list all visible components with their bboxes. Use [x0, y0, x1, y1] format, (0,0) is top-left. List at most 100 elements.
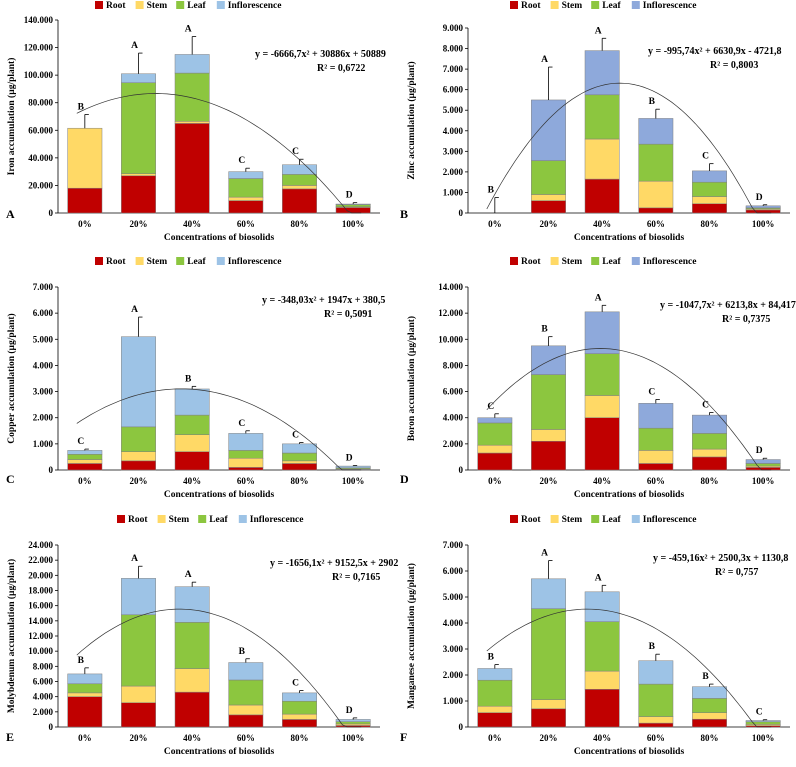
bar-segment-inflorescence [477, 668, 513, 681]
bar-segment-root [692, 718, 727, 728]
bar-segment-inflorescence [174, 388, 210, 416]
significance-letter: A [541, 549, 548, 559]
panel-label: E [6, 730, 14, 744]
bar-segment-inflorescence [584, 311, 620, 354]
x-tick-label: 60% [647, 219, 665, 229]
chart-panel-f: 0 1.000 2.000 3.000 4.000 5.000 6.000 7.000 B 0% A… [400, 515, 790, 757]
bar-segment-root [282, 719, 317, 728]
y-tick-label: 0 [459, 722, 464, 732]
significance-letter: A [131, 305, 138, 315]
y-tick-label: 12.000 [28, 631, 53, 641]
trend-equation: y = -6666,7x² + 30886x + 50889 [255, 49, 386, 60]
trend-equation: y = -348,03x² + 1947x + 380,5 [262, 295, 385, 306]
bar-segment-leaf [228, 450, 264, 459]
bar-segment-root [282, 463, 317, 471]
chart-panel-d: 0 2.000 4.000 6.000 8.000 10.000 12.000 14.000 C… [400, 257, 796, 500]
x-tick-label: 80% [291, 733, 309, 743]
x-tick-label: 100% [752, 733, 775, 743]
trend-line [76, 93, 362, 214]
legend-label-stem: Stem [562, 1, 583, 11]
legend-label-leaf: Leaf [602, 515, 621, 525]
bar-segment-inflorescence [584, 591, 620, 622]
bar-segment-stem [638, 450, 674, 464]
bar-segment-leaf [282, 174, 317, 186]
y-tick-label: 6.000 [443, 85, 464, 95]
legend-label-leaf: Leaf [187, 1, 206, 11]
significance-letter: A [595, 26, 602, 36]
trend-equation: y = -459,16x² + 2500,3x + 1130,8 [653, 553, 788, 564]
bar-segment-leaf [335, 204, 371, 208]
bar-segment-inflorescence [282, 692, 317, 702]
bar-segment-leaf [584, 94, 620, 140]
bar-segment-stem [228, 704, 264, 716]
y-tick-label: 120.000 [24, 43, 54, 53]
legend-swatch-inflorescence [631, 257, 640, 265]
bar-segment-inflorescence [282, 443, 317, 454]
bar-segment-root [584, 178, 620, 214]
legend-swatch-leaf [591, 515, 600, 523]
y-axis-title: Copper accumulation (µg/plant) [6, 313, 17, 443]
significance-letter: D [346, 191, 353, 201]
legend-label-stem: Stem [147, 1, 168, 11]
y-tick-label: 7.000 [33, 282, 54, 292]
legend-swatch-stem [550, 515, 559, 523]
y-tick-label: 60.000 [28, 125, 53, 135]
y-tick-label: 3.000 [33, 387, 54, 397]
bar-segment-root [531, 708, 566, 728]
legend-swatch-leaf [176, 257, 185, 265]
x-tick-label: 20% [540, 476, 558, 486]
r-squared: R² = 0,8003 [710, 60, 758, 71]
legend-label-leaf: Leaf [187, 257, 206, 267]
bar-segment-leaf [584, 353, 620, 396]
bar-segment-stem [584, 670, 620, 690]
y-tick-label: 10.000 [438, 334, 463, 344]
y-tick-label: 6.000 [443, 387, 464, 397]
bar-segment-leaf [745, 721, 781, 725]
x-tick-label: 0% [488, 733, 502, 743]
legend-swatch-stem [550, 257, 559, 265]
legend-label-root: Root [106, 257, 126, 267]
significance-letter: C [702, 152, 709, 162]
legend-swatch-root [95, 1, 103, 9]
bar-segment-root [477, 452, 513, 471]
y-tick-label: 6.000 [33, 677, 54, 687]
y-tick-label: 6.000 [33, 308, 54, 318]
y-tick-label: 0 [49, 722, 54, 732]
y-tick-label: 14.000 [438, 282, 463, 292]
legend-label-root: Root [106, 1, 126, 11]
bar-segment-inflorescence [67, 673, 103, 685]
x-tick-label: 100% [342, 219, 365, 229]
bar-segment-leaf [692, 698, 727, 713]
y-tick-label: 0 [459, 208, 464, 218]
bar-segment-leaf [584, 621, 620, 672]
legend-swatch-leaf [176, 1, 185, 9]
bar-segment-inflorescence [638, 118, 674, 145]
y-axis-title: Molybdenum accumulation (µg/plant) [6, 559, 17, 713]
x-tick-label: 60% [647, 476, 665, 486]
bar-segment-inflorescence [121, 578, 156, 616]
bar-segment-root [121, 460, 156, 471]
bar-segment-stem [584, 138, 620, 180]
legend-label-inflorescence: Inflorescence [643, 1, 697, 11]
x-tick-label: 20% [540, 733, 558, 743]
trend-equation: y = -995,74x² + 6630,9x - 4721,8 [648, 46, 782, 57]
bar-segment-stem [692, 448, 727, 458]
legend-label-inflorescence: Inflorescence [228, 257, 282, 267]
significance-letter: D [756, 193, 763, 203]
bar-segment-stem [174, 121, 210, 124]
y-tick-label: 3.000 [443, 644, 464, 654]
y-tick-label: 1.000 [443, 696, 464, 706]
bar-segment-stem [174, 434, 210, 452]
bar-segment-leaf [531, 160, 566, 195]
bar-segment-inflorescence [584, 50, 620, 96]
trend-line [486, 82, 772, 214]
x-tick-label: 0% [78, 733, 92, 743]
bar-segment-root [584, 689, 620, 728]
significance-letter: B [541, 325, 548, 335]
y-tick-label: 10.000 [28, 646, 53, 656]
panel-label: F [400, 730, 407, 744]
significance-letter: A [595, 573, 602, 583]
legend-label-leaf: Leaf [602, 1, 621, 11]
significance-letter: D [346, 706, 353, 716]
